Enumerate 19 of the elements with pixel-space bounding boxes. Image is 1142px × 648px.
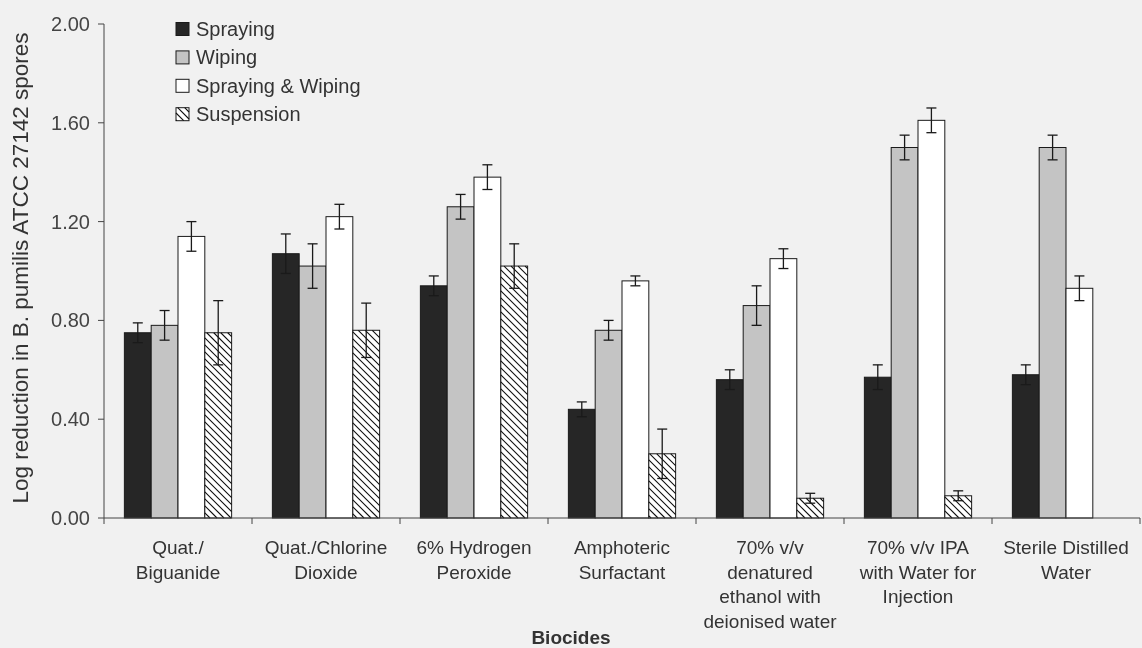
- x-tick-label: 6% Hydrogen Peroxide: [416, 537, 532, 583]
- y-axis-title: Log reduction in B. pumilis ATCC 27142 spores: [8, 32, 33, 504]
- y-tick-label: 0.40: [51, 408, 90, 431]
- x-tick-label: Sterile Distilled Water: [1003, 537, 1129, 583]
- x-tick-label: 70% v/v denatured ethanol with deionised water: [703, 537, 838, 632]
- x-tick-label: Quat./Chlorine Dioxide: [264, 537, 388, 583]
- y-tick-label: 1.20: [51, 210, 90, 233]
- legend-label: Spraying: [196, 18, 275, 40]
- y-tick-label: 2.00: [51, 13, 90, 35]
- x-tick-label: Quat./Biguanide: [135, 537, 221, 583]
- y-tick-label: 0.80: [51, 309, 90, 332]
- x-axis-title: Biocides: [531, 627, 611, 648]
- legend-label: Spraying & Wiping: [196, 74, 361, 97]
- legend-label: Suspension: [196, 103, 301, 126]
- y-tick-label: 1.60: [51, 111, 90, 134]
- x-tick-label: 70% v/v IPA with Water for Injection: [858, 537, 977, 608]
- x-tick-label: Amphoteric Surfactant: [573, 537, 671, 583]
- legend-label: Wiping: [196, 46, 258, 69]
- y-tick-label: 0.00: [51, 507, 90, 529]
